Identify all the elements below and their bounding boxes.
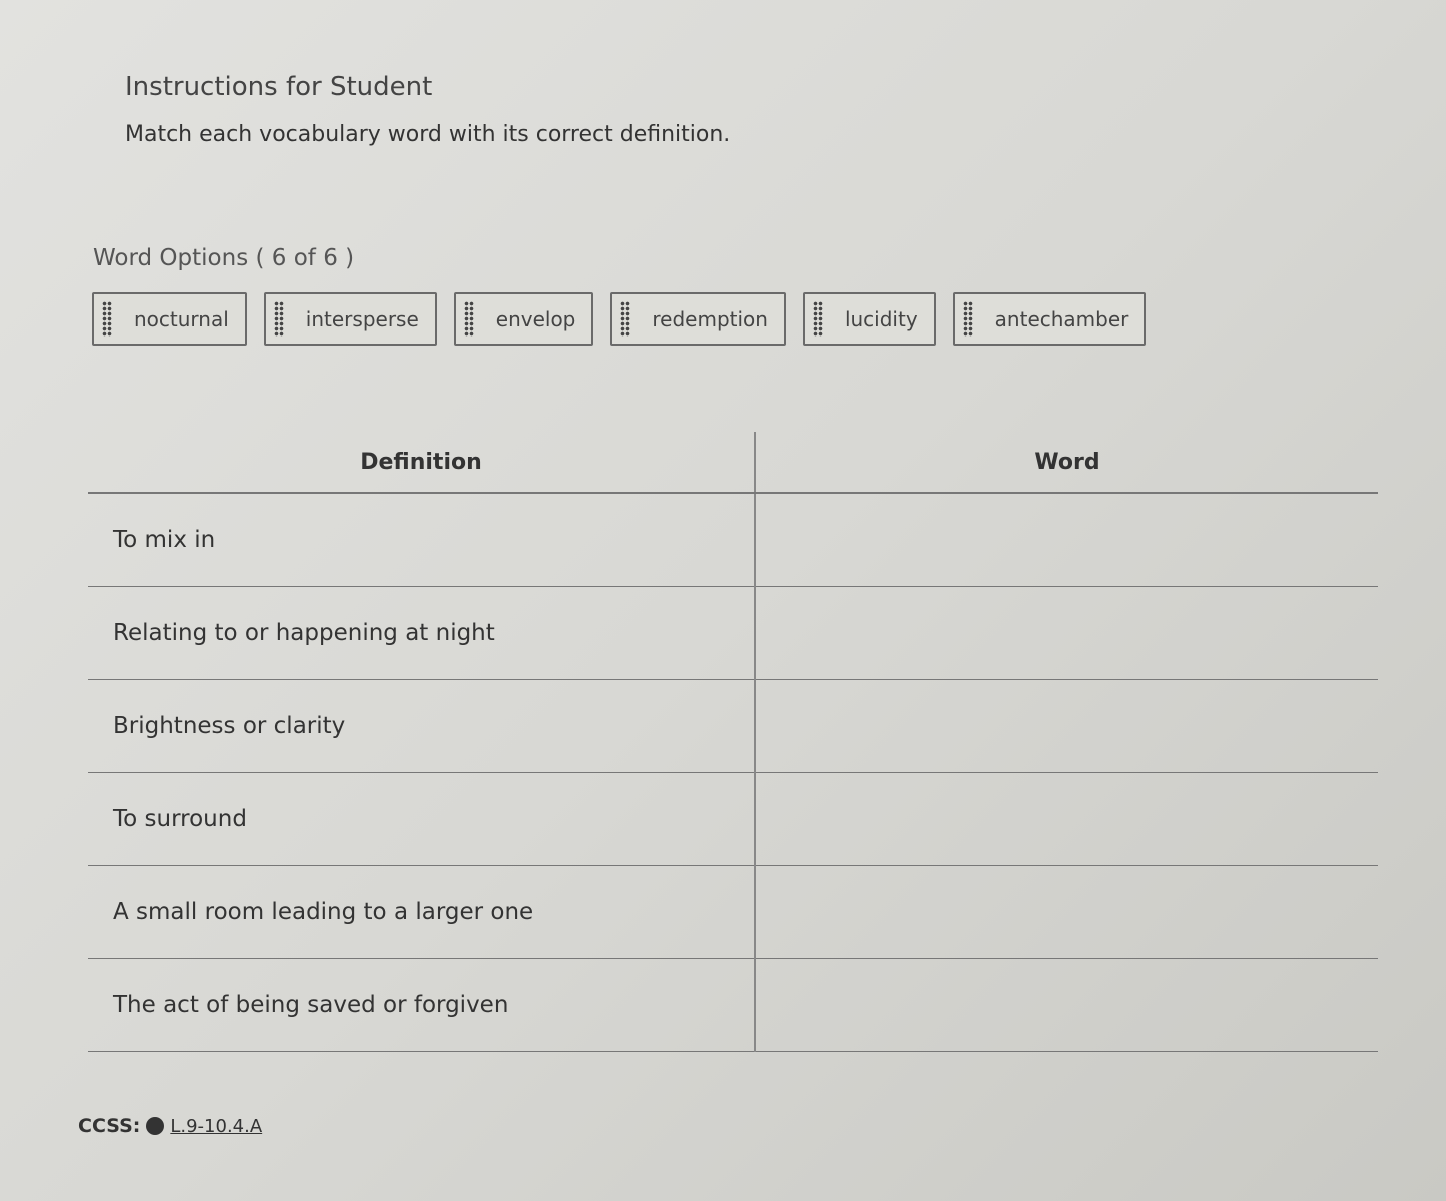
- word-chip-intersperse[interactable]: intersperse: [263, 292, 437, 346]
- matching-table: Definition Word To mix in Relating to or…: [88, 432, 1378, 1052]
- definition-cell: To surround: [88, 772, 756, 866]
- word-chip-lucidity[interactable]: lucidity: [802, 292, 936, 346]
- drag-handle-icon[interactable]: [620, 301, 631, 337]
- drag-handle-icon[interactable]: [273, 301, 284, 337]
- word-drop-zone[interactable]: [755, 958, 1378, 1052]
- word-chip-label: antechamber: [994, 307, 1129, 331]
- table-row: Relating to or happening at night: [88, 586, 1378, 680]
- word-drop-zone[interactable]: [755, 865, 1378, 959]
- word-options-label: Word Options ( 6 of 6 ): [93, 245, 355, 271]
- ccss-standard: CCSS: L.9-10.4.A: [78, 1115, 262, 1137]
- drag-handle-icon[interactable]: [962, 301, 973, 337]
- word-chip-label: redemption: [652, 307, 768, 331]
- column-header-definition: Definition: [88, 432, 756, 494]
- instructions-title: Instructions for Student: [125, 72, 433, 102]
- word-chip-label: lucidity: [844, 307, 918, 331]
- ccss-label: CCSS:: [78, 1115, 141, 1137]
- word-drop-zone[interactable]: [755, 493, 1378, 587]
- word-options-bank: nocturnal intersperse envelop redemption…: [92, 292, 1147, 346]
- column-header-word: Word: [755, 432, 1378, 494]
- drag-handle-icon[interactable]: [812, 301, 823, 337]
- definition-cell: The act of being saved or forgiven: [88, 958, 756, 1052]
- word-chip-nocturnal[interactable]: nocturnal: [92, 292, 247, 346]
- word-chip-label: nocturnal: [134, 307, 229, 331]
- word-chip-envelop[interactable]: envelop: [453, 292, 594, 346]
- table-row: A small room leading to a larger one: [88, 865, 1378, 959]
- word-chip-antechamber[interactable]: antechamber: [952, 292, 1147, 346]
- definition-cell: A small room leading to a larger one: [88, 865, 756, 959]
- table-row: The act of being saved or forgiven: [88, 958, 1378, 1052]
- word-drop-zone[interactable]: [755, 586, 1378, 680]
- word-drop-zone[interactable]: [755, 772, 1378, 866]
- definition-cell: Brightness or clarity: [88, 679, 756, 773]
- definition-cell: Relating to or happening at night: [88, 586, 756, 680]
- word-chip-redemption[interactable]: redemption: [610, 292, 786, 346]
- table-row: Brightness or clarity: [88, 679, 1378, 773]
- standard-link[interactable]: L.9-10.4.A: [170, 1115, 263, 1137]
- word-chip-label: intersperse: [305, 307, 419, 331]
- instructions-text: Match each vocabulary word with its corr…: [125, 122, 731, 147]
- table-row: To mix in: [88, 493, 1378, 587]
- definition-cell: To mix in: [88, 493, 756, 587]
- word-chip-label: envelop: [495, 307, 576, 331]
- drag-handle-icon[interactable]: [102, 301, 112, 337]
- word-drop-zone[interactable]: [755, 679, 1378, 773]
- drag-handle-icon[interactable]: [463, 301, 474, 337]
- standard-badge-icon: [146, 1117, 165, 1135]
- table-row: To surround: [88, 772, 1378, 866]
